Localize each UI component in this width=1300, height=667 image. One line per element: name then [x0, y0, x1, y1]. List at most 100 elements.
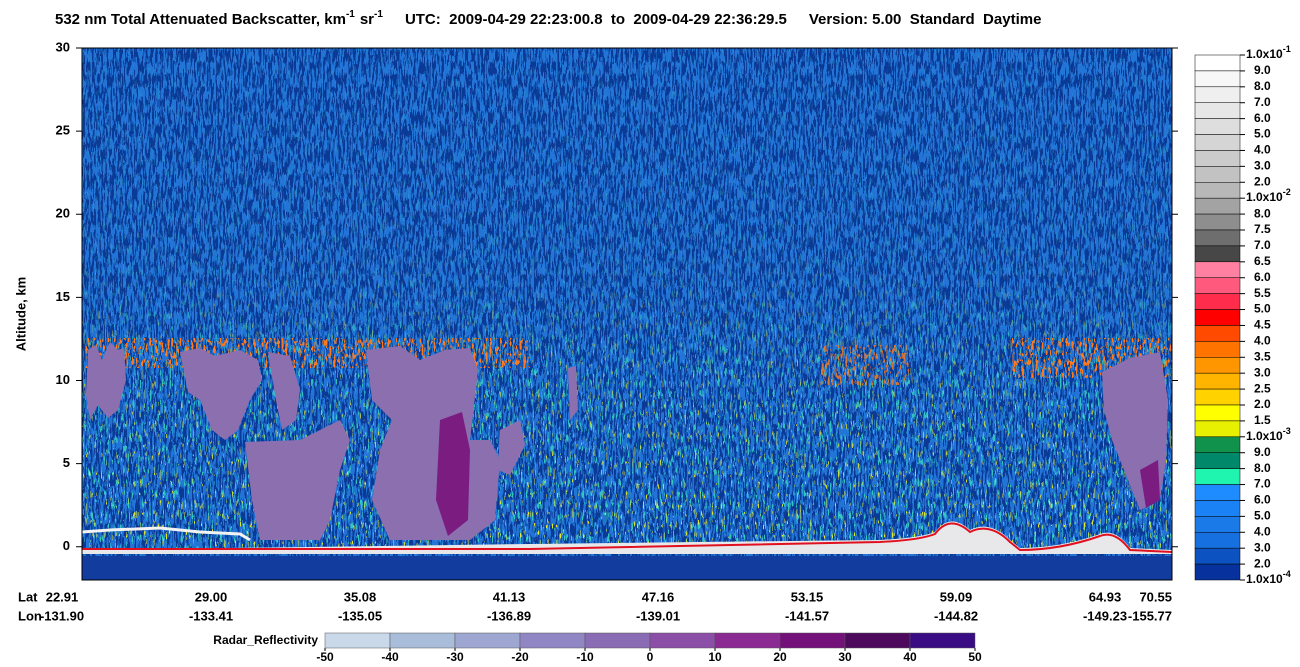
radar-colorbar-tick-label: -30 [446, 650, 464, 664]
radar-colorbar-cell [454, 632, 521, 649]
colorbar-cell [1194, 484, 1241, 501]
colorbar-label: 7.5 [1254, 222, 1271, 236]
radar-colorbar-cell [389, 632, 456, 649]
y-tick-label: 10 [56, 372, 70, 387]
colorbar-cell [1194, 372, 1241, 390]
colorbar-cell [1194, 547, 1241, 565]
lat-label: 41.13 [493, 589, 526, 604]
colorbar-cell [1194, 468, 1241, 485]
lat-label: 70.55 [1139, 589, 1172, 604]
lon-label: -133.41 [189, 608, 233, 623]
colorbar-label-base: 1.0x10 [1246, 429, 1283, 443]
title-exp: -1 [374, 9, 383, 20]
radar-colorbar-tick-label: -20 [511, 650, 529, 664]
colorbar-cell [1194, 341, 1241, 358]
radar-colorbar-cell [844, 632, 911, 649]
colorbar-cell [1194, 213, 1241, 231]
colorbar-cell [1194, 261, 1241, 278]
colorbar-label: 6.0 [1254, 493, 1271, 507]
radar-colorbar-label: Radar_Reflectivity [213, 633, 318, 647]
lat-label: 22.91 [46, 589, 79, 604]
radar-colorbar-cell [649, 632, 716, 649]
lon-label: -144.82 [934, 608, 978, 623]
colorbar-label: 2.0 [1254, 174, 1271, 188]
lon-label: -155.77 [1128, 608, 1172, 623]
colorbar-cell [1194, 309, 1241, 326]
radar-cloud [180, 348, 262, 440]
y-tick-label: 25 [56, 123, 70, 138]
colorbar-label-base: 1.0x10 [1246, 572, 1283, 586]
colorbar-label: 6.0 [1254, 111, 1271, 125]
colorbar-cell [1194, 436, 1241, 453]
radar-colorbar-cell [714, 632, 781, 649]
lon-label: -135.05 [338, 608, 382, 623]
colorbar-label: 1.0x10-3 [1246, 426, 1291, 443]
colorbar-label: 6.5 [1254, 254, 1271, 268]
radar-colorbar-tick-label: 10 [708, 650, 722, 664]
cloud-top [820, 345, 910, 385]
colorbar-cell [1194, 532, 1241, 549]
colorbar-label: 2.0 [1254, 397, 1271, 411]
radar-colorbar-tick-label: 50 [968, 650, 982, 664]
colorbar-label-base: 1.0x10 [1246, 47, 1283, 61]
lon-label: -136.89 [487, 608, 531, 623]
colorbar-cell [1194, 197, 1241, 215]
colorbar-cell [1194, 452, 1241, 469]
radar-colorbar-cell [324, 632, 391, 649]
radar-cloud [86, 342, 126, 420]
plot-frame [81, 47, 1173, 581]
subsurface [82, 556, 1172, 580]
colorbar-cell [1194, 277, 1241, 294]
colorbar-cell [1194, 182, 1241, 199]
y-tick-label: 20 [56, 206, 70, 221]
colorbar-label: 3.0 [1254, 365, 1271, 379]
colorbar-label-exp: -2 [1283, 188, 1291, 198]
colorbar-cell [1194, 118, 1241, 135]
colorbar-label: 7.0 [1254, 238, 1271, 252]
lat-label: 64.93 [1089, 589, 1122, 604]
colorbar-label: 3.5 [1254, 349, 1271, 363]
lon-label: -141.57 [785, 608, 829, 623]
y-tick-label: 15 [56, 289, 70, 304]
colorbar-label: 7.0 [1254, 95, 1271, 109]
title-time: UTC: 2009-04-29 22:23:00.8 to 2009-04-29… [405, 11, 787, 28]
colorbar-cell [1194, 500, 1241, 517]
lat-row-label: Lat [18, 589, 38, 604]
colorbar-label: 5.5 [1254, 286, 1271, 300]
radar-colorbar-cell [779, 632, 846, 649]
colorbar-cell [1194, 134, 1241, 151]
colorbar-cell [1194, 229, 1241, 247]
lon-label: -149.23 [1083, 608, 1127, 623]
y-tick-label: 5 [63, 455, 70, 470]
surface-return [82, 521, 1172, 554]
colorbar-label: 8.0 [1254, 206, 1271, 220]
colorbar-cell [1194, 325, 1241, 342]
radar-cloud [268, 352, 300, 430]
colorbar-label: 4.0 [1254, 143, 1271, 157]
colorbar-cell [1194, 516, 1241, 533]
colorbar-label: 9.0 [1254, 445, 1271, 459]
colorbar-cell [1194, 150, 1241, 167]
lat-label: 47.16 [642, 589, 675, 604]
radar-colorbar-tick-label: 40 [903, 650, 917, 664]
title-unit: sr [360, 11, 374, 28]
radar-colorbar-cell [584, 632, 651, 649]
lon-label: -131.90 [40, 608, 84, 623]
colorbar-label: 4.0 [1254, 524, 1271, 538]
radar-cloud [245, 420, 350, 540]
colorbar-label: 3.0 [1254, 159, 1271, 173]
radar-colorbar-tick-label: 30 [838, 650, 852, 664]
colorbar-cell [1194, 404, 1241, 422]
colorbar-cell [1194, 102, 1241, 119]
colorbar-cell [1194, 293, 1241, 310]
lon-row-label: Lon [18, 608, 42, 623]
radar-colorbar-tick-label: 0 [647, 650, 654, 664]
colorbar-label: 5.0 [1254, 302, 1271, 316]
lon-label: -139.01 [636, 608, 680, 623]
colorbar-label: 2.5 [1254, 381, 1271, 395]
colorbar-label: 4.0 [1254, 334, 1271, 348]
title-text: 532 nm Total Attenuated Backscatter, km [55, 11, 346, 28]
radar-colorbar-cell [909, 632, 976, 649]
colorbar-cell [1194, 245, 1241, 263]
